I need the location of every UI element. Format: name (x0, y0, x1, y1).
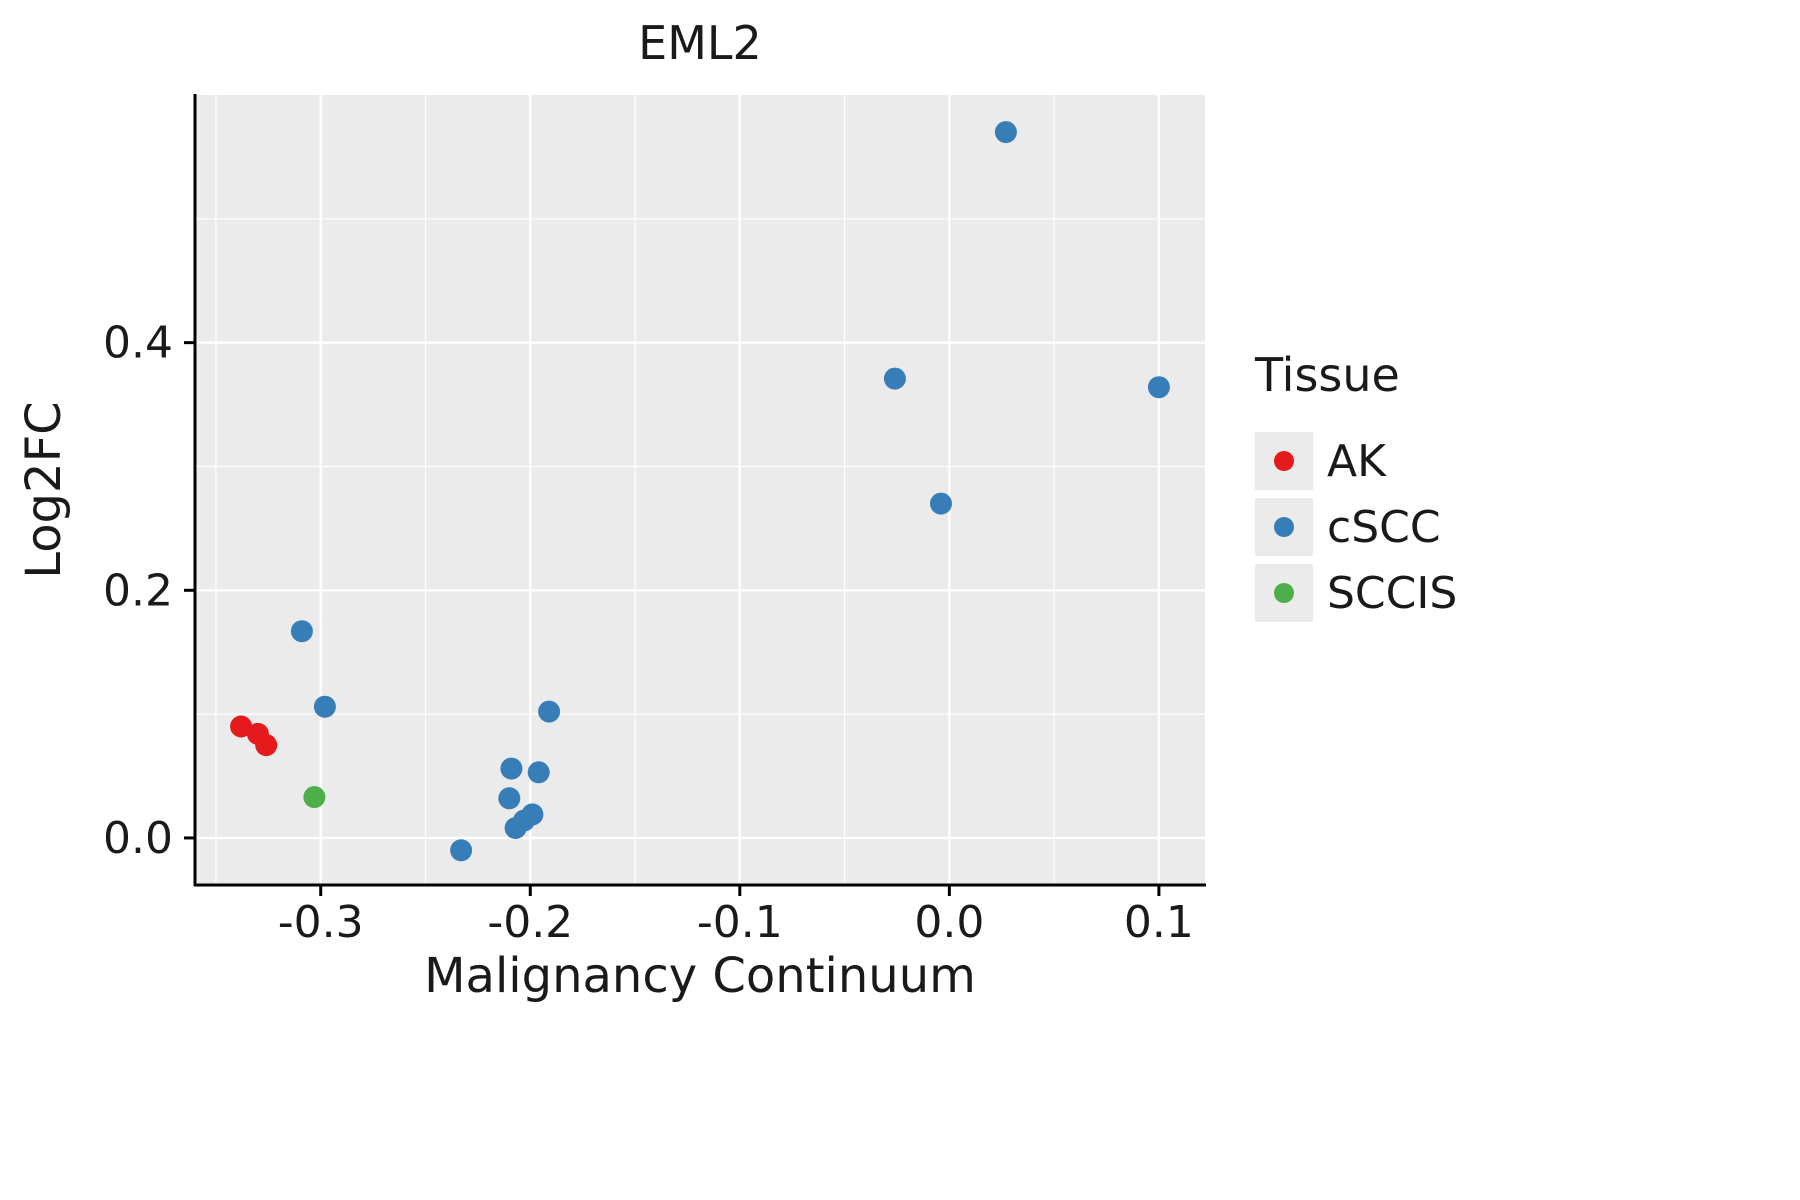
data-point-cscc (527, 761, 550, 784)
legend-item-ak: AK (1255, 432, 1457, 490)
legend-dot-sccis (1274, 583, 1294, 603)
data-point-cscc (313, 695, 336, 718)
legend-label: AK (1327, 435, 1386, 487)
legend: Tissue AK cSCC SCCIS (1255, 348, 1457, 630)
legend-items: AK cSCC SCCIS (1255, 432, 1457, 622)
data-point-cscc (538, 700, 561, 723)
data-point-cscc (498, 787, 521, 810)
data-point-cscc (930, 492, 952, 515)
legend-item-sccis: SCCIS (1255, 564, 1457, 622)
y-tick-label: 0.2 (103, 565, 173, 616)
legend-label: SCCIS (1327, 567, 1458, 619)
legend-key (1255, 498, 1313, 556)
data-point-cscc (290, 620, 313, 643)
y-tick-label: 0.0 (103, 813, 173, 864)
legend-label: cSCC (1327, 501, 1441, 553)
y-tick-label: 0.4 (103, 318, 173, 369)
y-axis-label: Log2FC (16, 401, 72, 579)
legend-dot-ak (1274, 451, 1294, 471)
plot-panel (195, 95, 1205, 885)
data-point-ak (230, 715, 253, 738)
data-point-cscc (994, 121, 1017, 144)
data-point-cscc (504, 817, 527, 839)
legend-key (1255, 432, 1313, 490)
legend-item-cscc: cSCC (1255, 498, 1457, 556)
x-axis-label: Malignancy Continuum (424, 948, 976, 1004)
chart-title: EML2 (638, 16, 762, 70)
x-tick-label: 0.1 (1124, 897, 1194, 948)
x-tick-label: 0.0 (914, 897, 984, 948)
data-point-ak (255, 734, 278, 757)
x-tick-label: -0.1 (697, 897, 783, 948)
legend-dot-cscc (1274, 517, 1294, 537)
legend-title: Tissue (1255, 348, 1400, 402)
x-tick-label: -0.2 (487, 897, 573, 948)
data-point-cscc (500, 757, 523, 780)
data-point-cscc (1147, 376, 1170, 399)
x-tick-label: -0.3 (278, 897, 364, 948)
data-point-sccis (303, 786, 326, 809)
data-point-cscc (883, 367, 906, 390)
legend-key (1255, 564, 1313, 622)
data-point-cscc (450, 839, 473, 862)
